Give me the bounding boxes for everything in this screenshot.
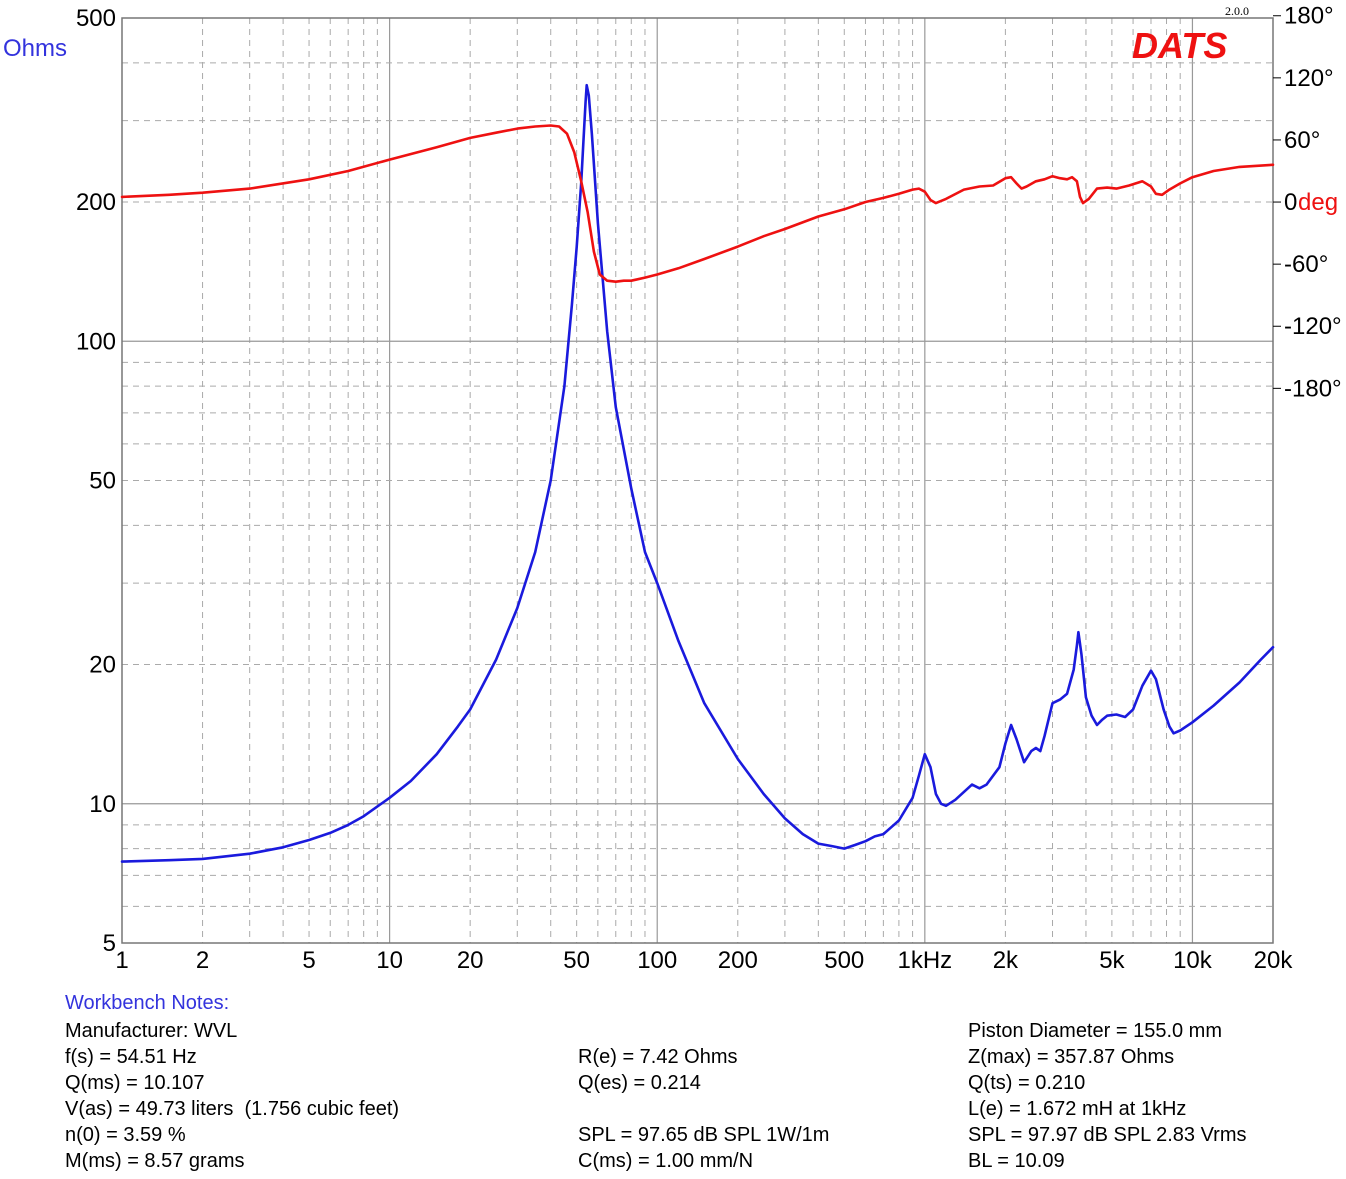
x-tick-label: 1kHz (897, 947, 952, 974)
axis-ticks: 1 2 5 10 20 50 100 200 500 1kHz 2k 5k 10k 20k50020010… (76, 3, 1342, 974)
note-line: f(s) = 54.51 Hz (65, 1046, 197, 1068)
plot-frame (121, 17, 1274, 944)
x-tick-label: 500 (824, 947, 864, 974)
x-tick-label: 5 (302, 947, 315, 974)
notes-column-2: R(e) = 7.42 Ohms Q(es) = 0.214 SPL = 97.… (578, 1044, 829, 1174)
notes-column-1: Manufacturer: WVL f(s) = 54.51 Hz Q(ms) … (65, 1018, 399, 1174)
y-left-tick-label: 10 (89, 791, 116, 818)
note-line: C(ms) = 1.00 mm/N (578, 1150, 754, 1172)
dats-logo: DATS (1132, 25, 1227, 66)
note-line (578, 1096, 829, 1122)
phase-line (120, 124, 1275, 284)
note-line: M(ms) = 8.57 grams (65, 1150, 245, 1172)
note-line: Piston Diameter = 155.0 mm (968, 1020, 1222, 1042)
note-line: Q(es) = 0.214 (578, 1072, 701, 1094)
note-line: Manufacturer: WVL (65, 1020, 238, 1042)
note-line: L(e) = 1.672 mH at 1kHz (968, 1098, 1187, 1120)
notes-column-3: Piston Diameter = 155.0 mm Z(max) = 357.… (968, 1018, 1247, 1174)
y-right-tick-label: -180° (1284, 375, 1342, 402)
deg-axis-unit: deg (1298, 189, 1338, 216)
y-right-tick-label: 60° (1284, 127, 1320, 154)
note-line: Z(max) = 357.87 Ohms (968, 1046, 1175, 1068)
x-tick-label: 5k (1099, 947, 1125, 974)
data-series (120, 83, 1275, 863)
grid (122, 18, 1273, 943)
x-tick-label: 200 (718, 947, 758, 974)
y-left-tick-label: 200 (76, 189, 116, 216)
x-tick-label: 20k (1254, 947, 1294, 974)
x-tick-label: 2 (196, 947, 209, 974)
version-label: 2.0.0 (1225, 4, 1249, 18)
note-line: SPL = 97.97 dB SPL 2.83 Vrms (968, 1124, 1247, 1146)
y-left-tick-label: 5 (103, 930, 116, 957)
y-left-tick-label: 20 (89, 652, 116, 679)
note-line: SPL = 97.65 dB SPL 1W/1m (578, 1124, 830, 1146)
y-left-tick-label: 500 (76, 5, 116, 32)
ohms-axis-label: Ohms (3, 35, 67, 62)
x-tick-label: 50 (563, 947, 590, 974)
x-tick-label: 2k (993, 947, 1019, 974)
x-tick-label: 1 (115, 947, 128, 974)
y-left-tick-label: 50 (89, 468, 116, 495)
note-line: BL = 10.09 (968, 1150, 1065, 1172)
x-tick-label: 10k (1173, 947, 1213, 974)
y-right-tick-label: -60° (1284, 251, 1328, 278)
y-right-tick-label: 120° (1284, 65, 1334, 92)
note-line: n(0) = 3.59 % (65, 1124, 186, 1146)
x-tick-label: 20 (457, 947, 484, 974)
y-right-tick-label: -120° (1284, 313, 1342, 340)
x-tick-label: 10 (376, 947, 403, 974)
note-line: R(e) = 7.42 Ohms (578, 1046, 738, 1068)
x-tick-label: 100 (637, 947, 677, 974)
impedance-phase-chart: 1 2 5 10 20 50 100 200 500 1kHz 2k 5k 10k 20k50020010… (3, 3, 1342, 974)
y-right-tick-label: 180° (1284, 3, 1334, 30)
notes-title: Workbench Notes: (65, 992, 230, 1014)
impedance-line (120, 83, 1275, 863)
note-line: Q(ts) = 0.210 (968, 1072, 1086, 1094)
y-left-tick-label: 100 (76, 328, 116, 355)
note-line: V(as) = 49.73 liters (1.756 cubic feet) (65, 1098, 400, 1120)
note-line: Q(ms) = 10.107 (65, 1072, 205, 1094)
y-right-tick-label: 0 (1284, 189, 1297, 216)
